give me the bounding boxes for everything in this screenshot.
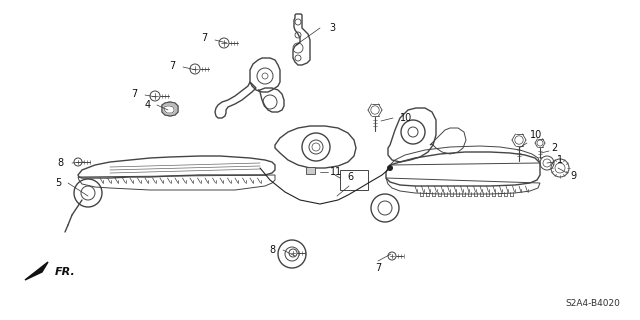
Text: 7: 7	[131, 89, 137, 99]
Text: 4: 4	[145, 100, 151, 110]
Text: 11: 11	[330, 167, 342, 177]
Text: 9: 9	[570, 171, 576, 181]
Polygon shape	[25, 262, 48, 280]
Text: 8: 8	[269, 245, 275, 255]
Polygon shape	[164, 106, 174, 113]
Text: 10: 10	[530, 130, 542, 140]
Bar	[340, 170, 368, 190]
Text: 1: 1	[557, 155, 563, 165]
Text: 3: 3	[329, 23, 335, 33]
Text: 7: 7	[169, 61, 175, 71]
Text: 2: 2	[551, 143, 557, 153]
Text: FR.: FR.	[55, 267, 76, 277]
Text: 8: 8	[57, 158, 63, 168]
Circle shape	[387, 165, 392, 171]
Text: 7: 7	[201, 33, 207, 43]
Text: S2A4-B4020: S2A4-B4020	[565, 299, 620, 308]
Text: 10: 10	[400, 113, 412, 123]
Text: 5: 5	[55, 178, 61, 188]
Text: 7: 7	[375, 263, 381, 273]
Bar	[306, 167, 315, 174]
Polygon shape	[162, 102, 178, 116]
Text: 6: 6	[347, 172, 353, 182]
